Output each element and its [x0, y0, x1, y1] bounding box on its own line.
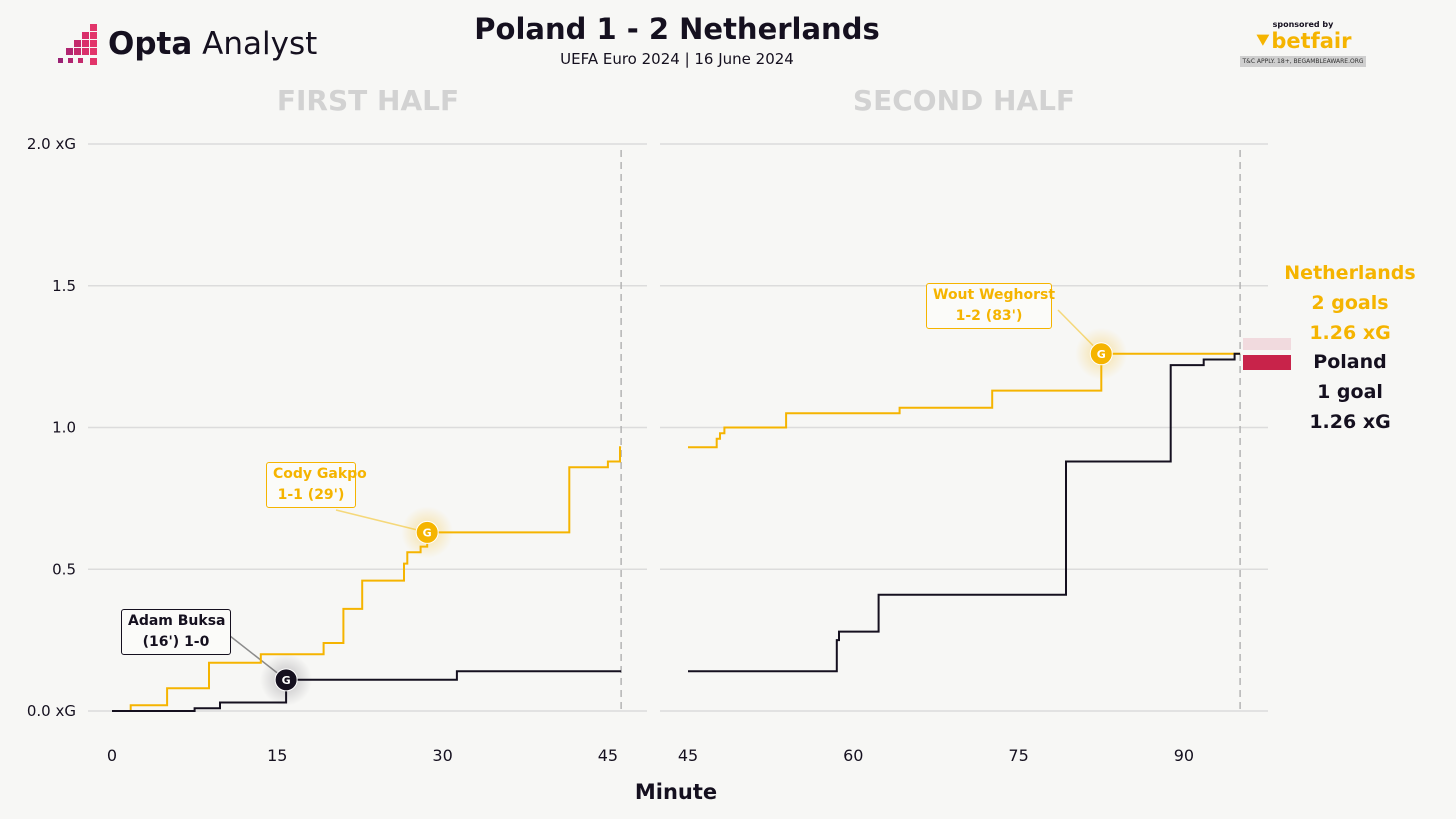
annotation-buksa-score: (16') 1-0 [142, 634, 210, 650]
x-axis-label: Minute [634, 780, 718, 804]
annotation-gakpo-score: 1-1 (29') [277, 487, 345, 503]
opta-analyst-logo [58, 24, 97, 65]
poland-flag-red [1243, 355, 1291, 370]
x-tick-label: 0 [107, 746, 117, 765]
x-tick-label: 45 [678, 746, 698, 765]
annotation-gakpo-name: Cody Gakpo [273, 466, 367, 482]
annotation-buksa-name: Adam Buksa [128, 613, 226, 629]
y-tick-labels: 0.0 xG 0.5 1.0 1.5 2.0 xG [27, 135, 76, 720]
series-line-poland [688, 352, 1241, 673]
logo-mark-icon [58, 24, 97, 65]
sponsor-name: betfair [1271, 29, 1352, 53]
sponsor-label: sponsored by [1272, 20, 1334, 29]
series-line-poland [112, 670, 622, 712]
goal-marker-netherlands [1089, 342, 1113, 366]
legend-netherlands-goals: 2 goals [1311, 292, 1389, 314]
annotation-weghorst-name: Wout Weghorst [933, 287, 1056, 303]
y-tick-label: 1.5 [52, 277, 76, 295]
poland-flag-white [1243, 338, 1291, 350]
y-tick-label: 0.5 [52, 560, 76, 578]
end-markers [620, 150, 1241, 711]
goal-marker-netherlands [415, 520, 439, 544]
x-tick-label: 45 [598, 746, 618, 765]
x-tick-labels: 0 15 30 45 45 60 75 90 [107, 746, 1194, 765]
sponsor-brand: ⯆betfair [1238, 29, 1368, 54]
logo-wordmark-bold: Opta [108, 26, 193, 62]
chart-title: Poland 1 - 2 Netherlands [474, 12, 880, 46]
goal-marker-label: G [423, 526, 432, 539]
sponsor-disclaimer: T&C APPLY. 18+, BEGAMBLEAWARE.ORG [1240, 56, 1366, 67]
legend-poland-team: Poland [1313, 351, 1387, 373]
annotation-connectors [229, 309, 1102, 681]
goal-markers: G G G [260, 327, 1128, 706]
annotation-gakpo: Cody Gakpo 1-1 (29') [266, 462, 367, 508]
first-half-title: FIRST HALF [276, 84, 460, 117]
y-tick-label: 2.0 xG [27, 135, 76, 153]
second-half-title: SECOND HALF [852, 84, 1076, 117]
legend-netherlands-xg: 1.26 xG [1309, 322, 1391, 344]
x-tick-label: 15 [267, 746, 287, 765]
y-tick-label: 1.0 [52, 419, 76, 437]
annotation-buksa: Adam Buksa (16') 1-0 [121, 609, 231, 655]
legend-netherlands-team: Netherlands [1284, 262, 1416, 284]
gridlines [88, 143, 1268, 712]
series-line-netherlands [688, 352, 1241, 449]
x-tick-label: 90 [1174, 746, 1194, 765]
annotation-weghorst: Wout Weghorst 1-2 (83') [926, 283, 1056, 329]
legend-poland-goals: 1 goal [1317, 381, 1383, 403]
legend-poland-xg: 1.26 xG [1309, 411, 1391, 433]
goal-marker-poland [274, 668, 298, 692]
annotation-weghorst-score: 1-2 (83') [955, 308, 1023, 324]
goal-marker-label: G [1097, 348, 1106, 361]
series-lines [112, 352, 1241, 712]
x-tick-label: 30 [432, 746, 452, 765]
goal-marker-label: G [282, 674, 291, 687]
series-line-netherlands [129, 446, 622, 711]
logo-wordmark-light: Analyst [202, 26, 318, 62]
betfair-arrow-icon: ⯆ [1254, 29, 1272, 53]
chart-subtitle: UEFA Euro 2024 | 16 June 2024 [560, 50, 794, 68]
x-tick-label: 75 [1008, 746, 1028, 765]
x-tick-label: 60 [843, 746, 863, 765]
y-tick-label: 0.0 xG [27, 702, 76, 720]
logo-wordmark: Opta Analyst [108, 24, 317, 64]
